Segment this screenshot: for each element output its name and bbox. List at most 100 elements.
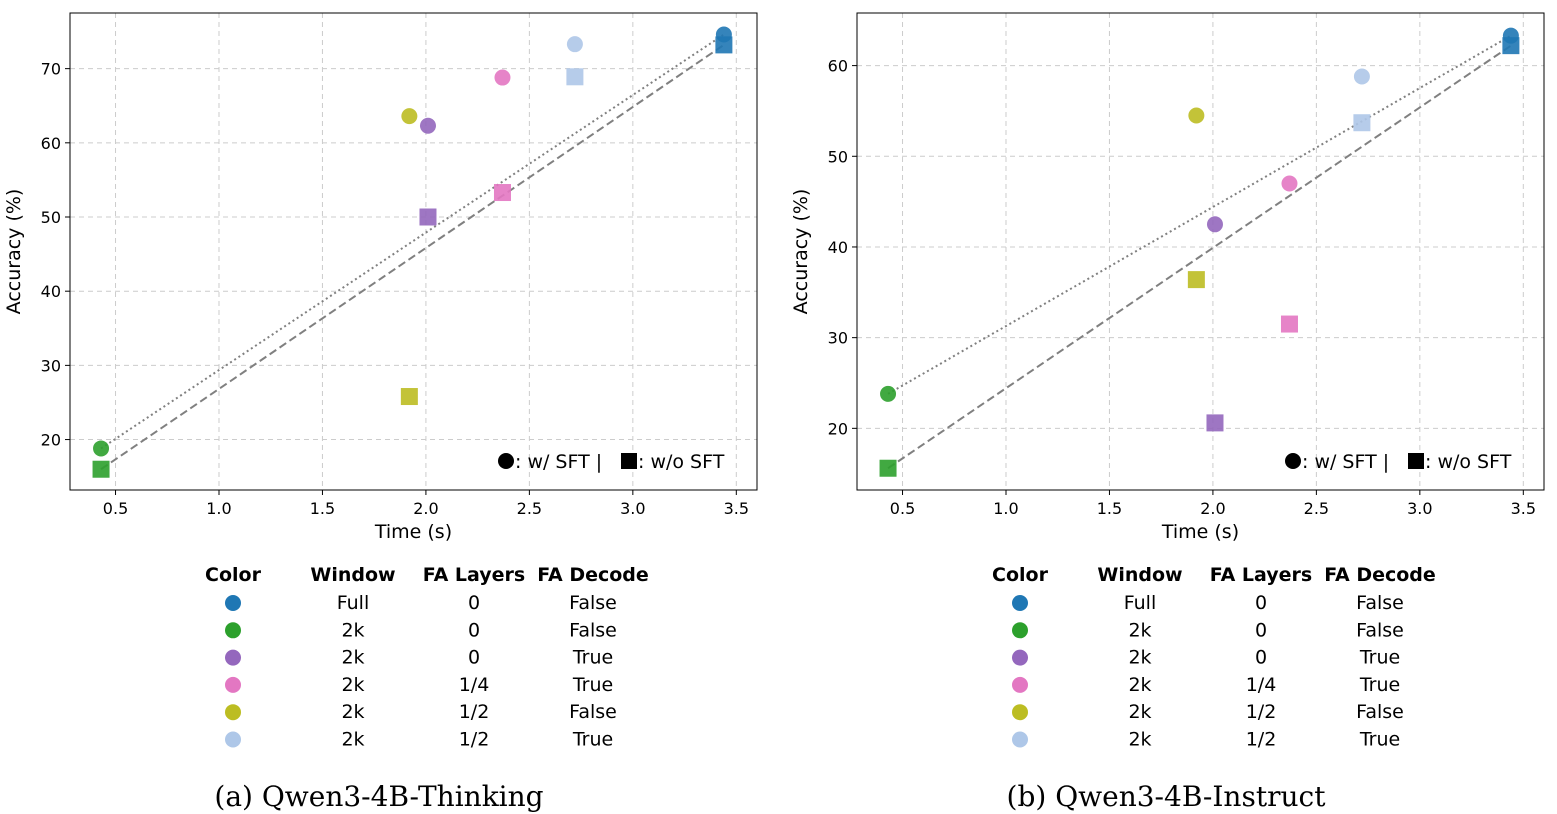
table-cell-window: 2k	[341, 674, 364, 696]
circle-marker	[1206, 216, 1223, 233]
circle-marker	[1188, 107, 1205, 124]
table-cell-fa-decode: True	[572, 729, 613, 751]
y-tick-label: 30	[41, 356, 61, 375]
table-cell-fa-decode: False	[569, 701, 617, 723]
y-tick-label: 50	[828, 147, 848, 166]
x-tick-label: 3.0	[620, 499, 645, 518]
square-marker	[1187, 271, 1205, 289]
legend-square-label: : w/o SFT	[638, 451, 725, 473]
x-tick-label: 1.5	[310, 499, 335, 518]
table-cell-window: 2k	[1128, 701, 1151, 723]
table-color-swatch	[1012, 622, 1028, 639]
y-tick-label: 40	[41, 282, 61, 301]
y-tick-label: 40	[828, 238, 848, 257]
y-tick-label: 60	[41, 134, 61, 153]
circle-marker	[1281, 175, 1298, 192]
table-cell-fa-decode: True	[572, 647, 613, 669]
circle-marker	[93, 440, 110, 457]
table-color-swatch	[225, 595, 241, 611]
legend: : w/ SFT | : w/o SFT	[498, 451, 725, 473]
table-cell-fa-layers: 1/4	[459, 674, 490, 696]
table-color-swatch	[1012, 704, 1028, 721]
x-tick-label: 2.5	[1304, 499, 1329, 518]
dashed-trend-line	[887, 44, 1512, 470]
table-header-0: Color	[992, 564, 1049, 586]
x-tick-label: 0.5	[103, 499, 128, 518]
legend-circle-label: : w/ SFT |	[1302, 451, 1389, 473]
circle-marker	[566, 36, 583, 53]
legend: : w/ SFT | : w/o SFT	[1285, 451, 1512, 473]
table-cell-fa-layers: 0	[1255, 619, 1267, 641]
square-marker	[1502, 37, 1520, 55]
dotted-trend-line	[100, 33, 725, 450]
x-axis-label: Time (s)	[374, 521, 452, 543]
y-tick-label: 60	[828, 57, 848, 76]
table-cell-fa-layers: 1/4	[1246, 674, 1277, 696]
x-tick-label: 1.0	[206, 499, 231, 518]
table-cell-fa-layers: 0	[468, 619, 480, 641]
table-cell-fa-layers: 1/2	[459, 701, 490, 723]
dashed-trend-line	[100, 44, 725, 471]
panel-caption: (a) Qwen3-4B-Thinking	[214, 780, 543, 813]
legend-circle-marker	[1285, 453, 1301, 469]
table-cell-window: 2k	[1128, 674, 1151, 696]
table-cell-window: Full	[1124, 592, 1157, 614]
y-axis-label: Accuracy (%)	[3, 189, 25, 315]
square-marker	[400, 388, 418, 406]
table-cell-fa-layers: 1/2	[1246, 729, 1277, 751]
table-cell-fa-layers: 0	[1255, 647, 1267, 669]
table-cell-window: 2k	[1128, 729, 1151, 751]
square-marker	[493, 184, 511, 202]
square-marker	[879, 459, 897, 477]
table-cell-fa-decode: True	[572, 674, 613, 696]
table-header-3: FA Decode	[537, 564, 649, 586]
x-tick-label: 2.5	[517, 499, 542, 518]
axes-frame	[69, 12, 758, 491]
table-color-swatch	[225, 704, 241, 721]
table-cell-fa-layers: 0	[1255, 592, 1267, 614]
legend-circle-marker	[498, 453, 514, 469]
table-color-swatch	[225, 731, 241, 748]
square-marker	[715, 36, 733, 54]
table-cell-window: 2k	[341, 647, 364, 669]
x-tick-label: 2.0	[413, 499, 438, 518]
circle-marker	[1353, 68, 1370, 85]
circle-marker	[419, 117, 436, 134]
y-tick-label: 70	[41, 60, 61, 79]
table-cell-window: 2k	[341, 619, 364, 641]
circle-marker	[880, 385, 897, 402]
legend-square-marker	[621, 453, 637, 469]
square-marker	[1280, 315, 1298, 333]
x-tick-label: 0.5	[890, 499, 915, 518]
table-header-1: Window	[1097, 564, 1182, 586]
table-color-swatch	[225, 649, 241, 666]
axes-frame	[856, 12, 1545, 491]
x-axis-label: Time (s)	[1161, 521, 1239, 543]
table-header-0: Color	[205, 564, 262, 586]
circle-marker	[494, 69, 511, 86]
table-cell-fa-decode: False	[1356, 592, 1404, 614]
table-cell-window: 2k	[341, 729, 364, 751]
x-tick-label: 1.0	[993, 499, 1018, 518]
chart-panel-1: 0.5 1.0 1.5 2.0 2.5 3.0 3.5 20 30 40 50 60 Time (s) A…	[790, 12, 1545, 813]
x-tick-label: 3.5	[724, 499, 749, 518]
table-color-swatch	[1012, 676, 1028, 693]
square-marker	[1206, 414, 1224, 432]
panel-caption: (b) Qwen3-4B-Instruct	[1007, 780, 1327, 813]
table-color-swatch	[225, 676, 241, 693]
chart-panel-0: 0.5 1.0 1.5 2.0 2.5 3.0 3.5 20 30 40 50 60 70 Time (s…	[3, 12, 758, 813]
table-cell-fa-decode: True	[1359, 674, 1400, 696]
table-header-1: Window	[310, 564, 395, 586]
square-marker	[92, 460, 110, 478]
y-tick-label: 20	[828, 419, 848, 438]
square-marker	[1353, 114, 1371, 132]
table-cell-fa-decode: True	[1359, 647, 1400, 669]
legend-square-marker	[1408, 453, 1424, 469]
dotted-trend-line	[887, 34, 1512, 395]
table-cell-fa-decode: False	[569, 619, 617, 641]
table-cell-window: Full	[337, 592, 370, 614]
x-tick-label: 3.0	[1407, 499, 1432, 518]
y-tick-label: 20	[41, 431, 61, 450]
x-tick-label: 2.0	[1200, 499, 1225, 518]
